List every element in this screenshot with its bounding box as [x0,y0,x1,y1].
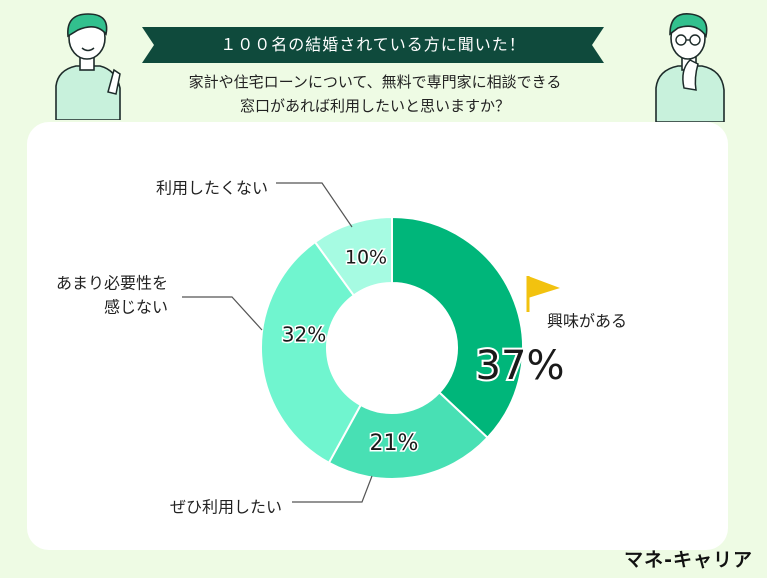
category-label-dont-want: 利用したくない [156,179,268,198]
man-thinking-illustration [655,13,725,122]
title-banner: １００名の結婚されている方に聞いた！ [142,27,604,63]
banner-title: １００名の結婚されている方に聞いた！ [220,35,526,54]
slice-not-needed [260,240,363,465]
value-label-not-needed: 32% [282,323,326,347]
leader-line-not-needed [182,296,263,331]
slice-dont-want [313,215,393,297]
value-label-interested: 37% [476,343,565,389]
slice-want-to-use [327,391,489,480]
value-label-dont-want: 10% [345,247,387,269]
woman-pointing-illustration [55,13,121,120]
brand-logo: マネ-キャリア [624,549,753,571]
survey-question: 家計や住宅ローンについて、無料で専門家に相談できる 窓口があれば利用したいと思い… [150,70,600,118]
leader-line-dont-want [276,182,353,228]
question-line-1: 家計や住宅ローンについて、無料で専門家に相談できる [188,73,562,91]
flag-icon [528,276,560,298]
category-label-not-needed-line-2: 感じない [104,298,168,317]
leader-line-want-to-use [292,475,373,503]
category-label-not-needed-line-1: あまり必要性を [56,274,168,293]
question-line-2: 窓口があれば利用したいと思いますか？ [239,97,510,115]
category-label-interested: 興味がある [547,312,627,331]
value-label-want-to-use: 21% [370,431,419,456]
slice-interested [391,215,524,440]
category-label-want-to-use: ぜひ利用したい [170,498,282,517]
